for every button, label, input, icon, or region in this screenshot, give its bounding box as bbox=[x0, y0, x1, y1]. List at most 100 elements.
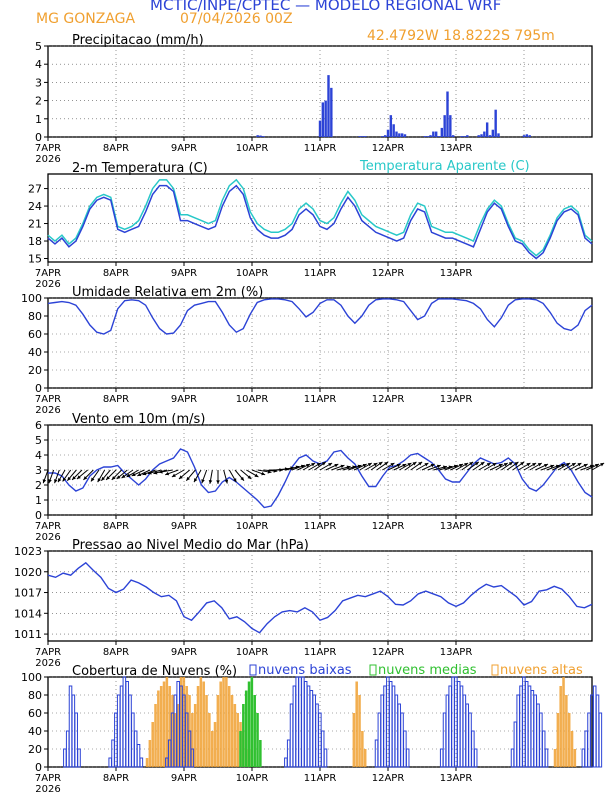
clouds-bar-low bbox=[309, 690, 314, 768]
wind-arrowhead bbox=[480, 461, 485, 466]
clouds-legend-swatch bbox=[249, 664, 257, 676]
wind-arrowhead bbox=[201, 479, 205, 484]
temp-xtick-label: 7APR bbox=[35, 268, 61, 279]
pressure-title: Pressao ao Nivel Medio do Mar (hPa) bbox=[72, 538, 309, 553]
pressure-ytick-label: 1023 bbox=[14, 545, 42, 558]
clouds-bar-high bbox=[174, 713, 177, 767]
temp-xtick-label: 13APR bbox=[440, 268, 473, 279]
temp-xtick-label: 12APR bbox=[372, 268, 405, 279]
wind-arrowhead bbox=[62, 477, 67, 482]
clouds-bar-medium bbox=[242, 704, 245, 767]
clouds-xtick-label: 9APR bbox=[171, 773, 197, 784]
wind-arrowhead bbox=[537, 463, 542, 467]
clouds-bar-high bbox=[567, 713, 571, 767]
wind-arrowhead bbox=[208, 479, 213, 484]
clouds-bar-high bbox=[185, 686, 188, 767]
precip-bar bbox=[460, 136, 463, 137]
clouds-bar-high bbox=[162, 681, 166, 767]
clouds-bar-low bbox=[374, 739, 379, 768]
clouds-bar-high bbox=[216, 695, 220, 767]
rh-xtick-label: 11APR bbox=[304, 394, 337, 405]
wind-arrowhead bbox=[390, 463, 395, 467]
wind-arrowhead bbox=[261, 471, 266, 476]
precip-xtick-label: 11APR bbox=[304, 143, 337, 154]
precip-bar bbox=[446, 91, 449, 137]
wind-xtick-label: 11APR bbox=[304, 521, 337, 532]
wind-arrowhead bbox=[544, 463, 549, 468]
rh-xtick-label: 8APR bbox=[103, 394, 129, 405]
wind-ytick-label: 6 bbox=[35, 419, 42, 432]
wind-arrowhead bbox=[589, 464, 594, 469]
clouds-bar-medium bbox=[244, 690, 248, 767]
precip-bar bbox=[386, 129, 390, 137]
clouds-bar-high bbox=[157, 690, 160, 767]
rh-xtick-label: 9APR bbox=[171, 394, 197, 405]
pressure-ytick-label: 1017 bbox=[14, 587, 42, 600]
clouds-bar-high bbox=[358, 695, 361, 767]
clouds-legend-swatch bbox=[491, 664, 499, 676]
wind-xtick-label: 13APR bbox=[440, 521, 473, 532]
clouds-bar-low bbox=[108, 757, 112, 768]
clouds-bar-low bbox=[380, 694, 384, 768]
temp-legend-apparent: Temperatura Aparente (C) bbox=[359, 159, 530, 174]
wind-arrowhead bbox=[83, 476, 88, 480]
clouds-bar-high bbox=[236, 713, 239, 767]
wind-arrowhead bbox=[407, 463, 412, 467]
clouds-bar-low bbox=[400, 712, 404, 768]
wind-arrowhead bbox=[555, 464, 560, 469]
precip-bar bbox=[463, 136, 466, 137]
wind-arrowhead bbox=[436, 464, 441, 469]
precip-ytick-label: 0 bbox=[35, 131, 42, 144]
wind-arrowhead bbox=[384, 461, 389, 466]
wind-arrowhead bbox=[165, 471, 170, 476]
wind-arrowhead bbox=[90, 477, 95, 482]
wind-arrowhead bbox=[396, 463, 401, 468]
clouds-bar-low bbox=[587, 712, 591, 768]
precip-xtick-label: 9APR bbox=[171, 143, 197, 154]
precip-ytick-label: 2 bbox=[35, 95, 42, 108]
clouds-bar-medium bbox=[239, 731, 242, 767]
wind-arrowhead bbox=[532, 463, 537, 467]
clouds-bar-low bbox=[445, 694, 450, 768]
clouds-bar-low bbox=[128, 694, 132, 768]
station-location: 42.4792W 18.8222S 795m bbox=[367, 28, 555, 44]
clouds-ytick-label: 100 bbox=[21, 671, 42, 684]
clouds-bar-high bbox=[573, 749, 577, 767]
wind-arrowhead bbox=[178, 475, 183, 479]
clouds-bar-low bbox=[139, 757, 144, 768]
clouds-ytick-label: 40 bbox=[28, 725, 42, 738]
clouds-bar-low bbox=[516, 694, 520, 768]
wind-arrowhead bbox=[316, 463, 321, 467]
precip-bar bbox=[398, 133, 401, 137]
precip-bar bbox=[449, 115, 452, 137]
temp-year-label: 2026 bbox=[35, 279, 60, 290]
clouds-bar-low bbox=[519, 685, 523, 768]
wind-arrowhead bbox=[311, 463, 316, 467]
clouds-bar-low bbox=[301, 676, 305, 768]
clouds-bar-high bbox=[154, 704, 157, 767]
clouds-bar-high bbox=[570, 731, 574, 767]
clouds-bar-low bbox=[448, 685, 452, 768]
clouds-title: Cobertura de Nuvens (%) bbox=[72, 664, 237, 679]
temp-xtick-label: 9APR bbox=[171, 268, 197, 279]
wind-arrowhead bbox=[550, 464, 555, 469]
clouds-bar-low bbox=[315, 703, 319, 768]
wind-year-label: 2026 bbox=[35, 532, 60, 543]
precip-xtick-label: 12APR bbox=[372, 143, 405, 154]
clouds-xtick-label: 12APR bbox=[372, 773, 405, 784]
clouds-bar-low bbox=[323, 748, 328, 768]
clouds-bar-high bbox=[222, 677, 225, 767]
precip-bar bbox=[262, 136, 265, 137]
precip-bar bbox=[451, 135, 455, 137]
wind-arrowhead bbox=[459, 463, 464, 468]
clouds-bar-low bbox=[74, 712, 78, 768]
precip-bar bbox=[480, 134, 483, 137]
clouds-legend-label: nuvens medias bbox=[378, 663, 477, 678]
rh-ytick-label: 40 bbox=[28, 346, 42, 359]
rh-ytick-label: 60 bbox=[28, 328, 42, 341]
clouds-bar-low bbox=[190, 748, 195, 768]
precip-bar bbox=[528, 135, 531, 137]
clouds-bar-high bbox=[199, 677, 203, 767]
precip-bar bbox=[392, 124, 395, 137]
